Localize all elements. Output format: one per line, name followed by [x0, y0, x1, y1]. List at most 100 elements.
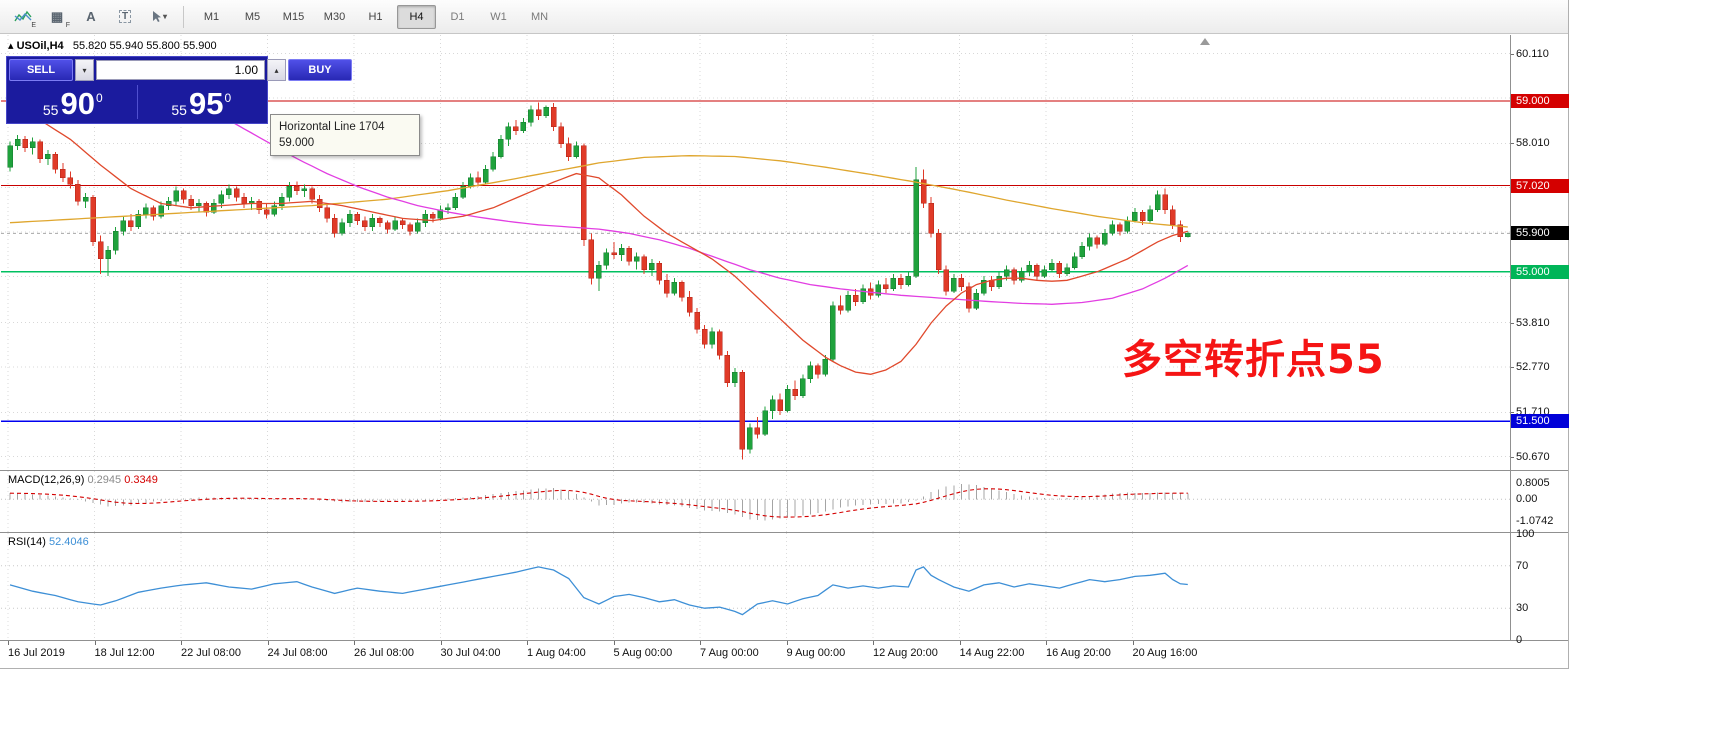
price-tick-label: 60.110	[1516, 47, 1549, 60]
timeframe-button-m1[interactable]: M1	[203, 10, 220, 23]
time-axis-label: 18 Jul 12:00	[94, 647, 155, 659]
time-axis-label: 20 Aug 16:00	[1132, 647, 1198, 659]
buy-button[interactable]: BUY	[288, 59, 352, 81]
macd-canvas[interactable]	[1, 471, 1510, 532]
time-axis-label: 26 Jul 08:00	[354, 647, 414, 659]
ask-price-pips: 95	[188, 86, 224, 121]
time-axis-label: 24 Jul 08:00	[267, 647, 328, 659]
timeframe-button-m30[interactable]: M30	[323, 10, 346, 23]
rsi-label: RSI(14) 52.4046	[8, 536, 89, 548]
chart-header: ▴ USOil,H4 55.820 55.940 55.800 55.900	[8, 39, 217, 52]
rsi-axis-label: 30	[1516, 602, 1529, 615]
time-axis-separator	[0, 640, 1568, 641]
rsi-value: 52.4046	[48, 536, 89, 548]
candles-layer	[7, 102, 1191, 460]
rsi-line	[9, 566, 1188, 616]
timeframe-button-h1[interactable]: H1	[368, 10, 383, 23]
time-tick-mark	[354, 641, 355, 645]
price-tick-mark	[1511, 412, 1514, 414]
hline-price-tag-51500[interactable]: 51.500	[1511, 414, 1569, 429]
time-tick-mark	[440, 641, 442, 645]
macd-signal-value: 0.3349	[124, 474, 158, 486]
time-tick-mark	[959, 641, 961, 645]
time-tick-mark	[873, 641, 874, 645]
tool-group: E ▦ F A T ▾	[6, 4, 176, 30]
macd-histogram	[9, 483, 1189, 521]
rsi-axis-label: 0	[1516, 634, 1523, 646]
timeframe-button-h4[interactable]: H4	[397, 4, 436, 29]
ask-price-point: 0	[224, 91, 232, 105]
timeframe-group: M1 M5 M15 M30 H1 H4 D1 W1 MN	[191, 4, 560, 29]
volume-down-spinner[interactable]: ▾	[75, 59, 94, 81]
macd-axis-label: -1.0742	[1516, 515, 1554, 528]
bid-price-major: 55	[42, 102, 59, 118]
symbol-period-label: USOil,H4	[16, 40, 64, 52]
time-axis-label: 14 Aug 22:00	[959, 647, 1025, 659]
grid-icon[interactable]: ▦ F	[50, 8, 70, 29]
hline-price-tag-57020[interactable]: 57.020	[1511, 178, 1569, 193]
time-tick-mark	[181, 641, 182, 645]
cursor-tool-icon[interactable]: ▾	[143, 4, 175, 30]
time-tick-mark	[786, 641, 788, 645]
macd-main-value: 0.2945	[87, 474, 122, 486]
moving-averages-layer	[9, 106, 1189, 375]
price-axis[interactable]: 60.110 58.010 53.810 52.770 51.710 50.670 59.0…	[1510, 35, 1569, 646]
grid-icon-badge: F	[65, 21, 70, 29]
timeframe-button-mn[interactable]: MN	[530, 10, 549, 23]
bid-price-point: 0	[95, 91, 103, 105]
bid-price-display[interactable]: 55 90 0	[11, 88, 135, 119]
volume-input[interactable]	[96, 60, 265, 80]
time-tick-mark	[94, 641, 96, 645]
timeframe-button-w1[interactable]: W1	[490, 10, 507, 23]
price-tick-label: 58.010	[1516, 137, 1550, 150]
ask-price-major: 55	[171, 102, 187, 118]
macd-separator[interactable]	[0, 470, 1568, 471]
time-tick-mark	[527, 641, 528, 645]
price-tick-mark	[1511, 143, 1514, 145]
tooltip-object-value: 59.000	[279, 137, 315, 149]
time-axis-label: 16 Aug 20:00	[1046, 647, 1111, 659]
ohlc-readout: 55.820 55.940 55.800 55.900	[72, 40, 217, 52]
collapse-icon[interactable]: ▴	[8, 40, 14, 52]
rsi-canvas[interactable]	[1, 533, 1510, 640]
ma-slow-gold	[9, 155, 1188, 228]
timeframe-button-d1[interactable]: D1	[450, 10, 465, 23]
timeframe-button-m5[interactable]: M5	[244, 10, 261, 23]
price-tick-mark	[1511, 53, 1514, 55]
time-axis-label: 9 Aug 00:00	[786, 647, 846, 659]
tooltip-object-name: Horizontal Line 1704	[279, 121, 385, 133]
toolbar-separator	[183, 5, 184, 28]
ask-price-display[interactable]: 55 95 0	[140, 88, 264, 119]
macd-axis-label: 0.8005	[1516, 477, 1550, 490]
chart-lines-icon[interactable]: E	[7, 4, 39, 30]
one-click-trading-panel: SELL ▾ ▴ BUY 55 90 0 55 95 0	[6, 56, 352, 124]
chart-shift-marker[interactable]	[1200, 38, 1210, 45]
volume-up-spinner[interactable]: ▴	[267, 59, 286, 81]
main-chart-canvas[interactable]	[1, 35, 1510, 470]
price-tick-label: 53.810	[1516, 316, 1550, 329]
time-tick-mark	[700, 641, 701, 645]
timeframe-button-m15[interactable]: M15	[282, 10, 305, 23]
toolbar: E ▦ F A T ▾ M1 M5 M15 M30 H1 H4 D1 W1 MN	[0, 0, 1568, 34]
mt4-window: E ▦ F A T ▾ M1 M5 M15 M30 H1 H4 D1 W1 MN ▴ USOil,H4 5…	[0, 0, 1569, 669]
rsi-axis-label: 100	[1516, 528, 1535, 540]
text-box-icon[interactable]: T	[109, 4, 141, 30]
price-tick-label: 52.770	[1516, 361, 1550, 374]
object-tooltip: Horizontal Line 1704 59.000	[270, 114, 420, 156]
bid-price-pips: 90	[60, 86, 95, 121]
hline-price-tag-55000[interactable]: 55.000	[1511, 264, 1569, 279]
rsi-separator[interactable]	[0, 532, 1568, 533]
macd-signal-line	[9, 488, 1188, 518]
time-tick-mark	[1132, 641, 1134, 645]
hline-price-tag-59000[interactable]: 59.000	[1511, 94, 1569, 108]
time-axis-label: 12 Aug 20:00	[873, 647, 938, 659]
sell-button[interactable]: SELL	[9, 59, 73, 81]
chart-lines-icon-badge: E	[31, 21, 36, 29]
time-axis[interactable]: 16 Jul 2019 18 Jul 12:00 22 Jul 08:00 24 Ju…	[0, 641, 1568, 667]
text-label-icon[interactable]: A	[86, 9, 96, 24]
rsi-axis-label: 70	[1516, 559, 1529, 572]
time-tick-mark	[8, 641, 9, 645]
macd-label: MACD(12,26,9) 0.2945 0.3349	[8, 474, 158, 486]
macd-name: MACD(12,26,9)	[8, 474, 85, 486]
price-tick-mark	[1511, 367, 1514, 369]
